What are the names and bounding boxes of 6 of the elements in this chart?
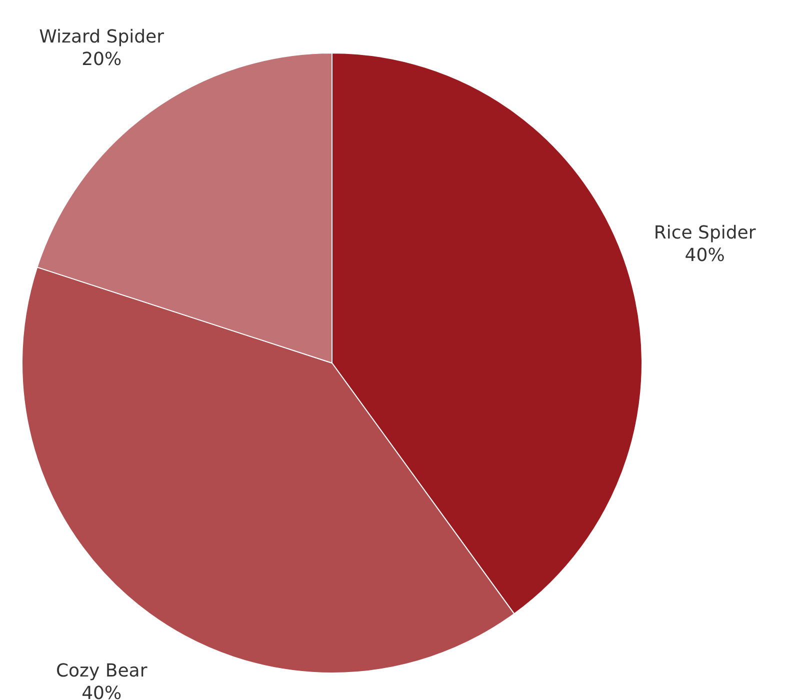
data-label: 40%	[684, 244, 725, 266]
slice-label: Rice Spider	[654, 222, 756, 244]
slice-label: Wizard Spider	[39, 26, 165, 48]
data-label: 40%	[82, 683, 122, 700]
data-label: 20%	[82, 48, 122, 70]
slice-label: Cozy Bear	[56, 660, 148, 682]
